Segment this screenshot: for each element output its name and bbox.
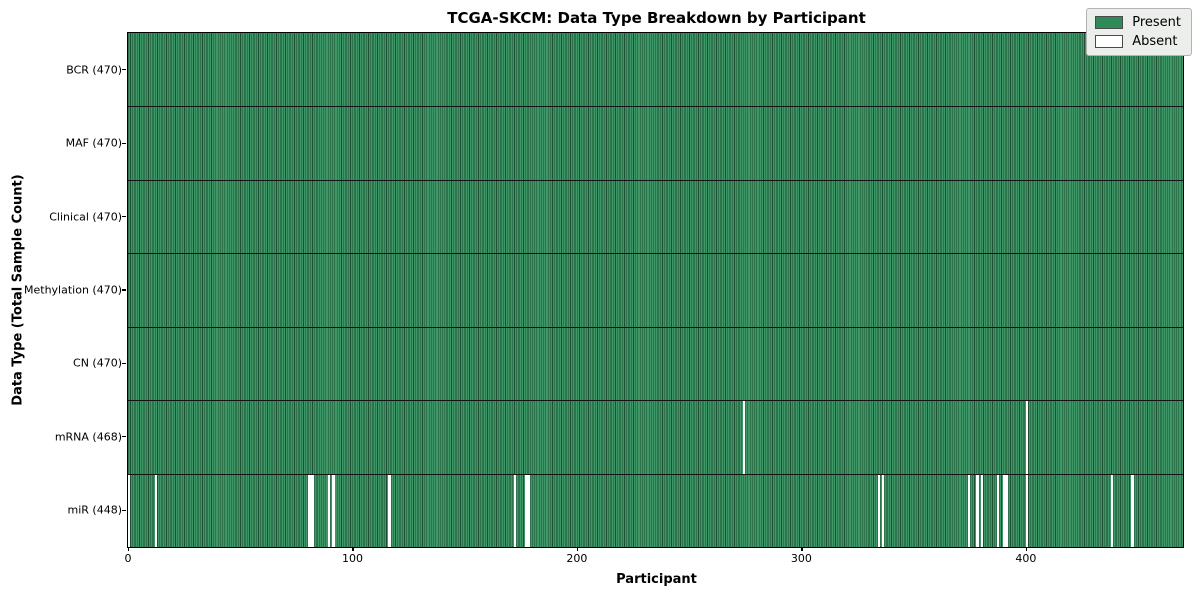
x-tick-mark [576, 547, 579, 551]
absent-gap [882, 473, 885, 547]
present-swatch-icon [1095, 16, 1124, 29]
absent-gap [525, 473, 530, 547]
y-tick-mark [122, 69, 126, 71]
x-tick-label-200: 200 [566, 552, 588, 565]
absent-gap [1025, 400, 1029, 474]
legend-label-absent: Absent [1132, 34, 1178, 49]
y-tick-mark [122, 362, 126, 365]
absent-swatch-icon [1095, 35, 1124, 48]
absent-gap [1003, 473, 1008, 547]
absent-gap [128, 473, 131, 547]
absent-gap [1131, 473, 1134, 547]
legend-item-present: Present [1095, 15, 1181, 30]
heatmap-row-maf [128, 106, 1183, 180]
absent-gap [1025, 473, 1029, 547]
y-tick-label-bcr: BCR (470) [66, 63, 122, 77]
legend-label-present: Present [1132, 15, 1181, 30]
row-separator [128, 253, 1183, 255]
x-axis-label: Participant [616, 572, 697, 587]
absent-gap [1111, 473, 1114, 547]
y-tick-label-mir: miR (448) [67, 503, 123, 517]
absent-gap [388, 473, 391, 547]
heatmap-row-mrna [128, 400, 1183, 474]
absent-gap [743, 400, 746, 474]
y-tick-label-methylation: Methylation (470) [24, 283, 122, 297]
row-separator [128, 106, 1183, 108]
y-tick-mark [122, 289, 126, 291]
y-axis-label: Data Type (Total Sample Count) [10, 174, 26, 406]
heatmap-row-cn [128, 326, 1183, 401]
y-tick-mark [122, 509, 126, 511]
row-separator [128, 179, 1183, 181]
heatmap-row-bcr [128, 33, 1183, 107]
y-tick-mark [122, 142, 126, 144]
heatmap-plot [128, 33, 1183, 547]
y-tick-label-clinical: Clinical (470) [49, 210, 122, 224]
x-tick-mark [128, 547, 130, 551]
y-tick-label-maf: MAF (470) [65, 136, 122, 150]
legend: Present Absent [1086, 8, 1192, 56]
absent-gap [980, 473, 984, 547]
x-tick-label-300: 300 [790, 552, 812, 565]
heatmap-row-clinical [128, 179, 1183, 254]
absent-gap [327, 473, 330, 547]
x-tick-label-100: 100 [341, 552, 363, 565]
row-separator [128, 473, 1183, 475]
heatmap-row-methylation [128, 253, 1183, 327]
row-separator [128, 326, 1183, 328]
row-separator [128, 400, 1183, 402]
absent-gap [996, 473, 999, 547]
y-tick-label-mrna: mRNA (468) [54, 430, 122, 444]
x-tick-mark [1025, 547, 1028, 551]
absent-gap [154, 473, 158, 547]
x-tick-mark [352, 547, 354, 551]
absent-gap [514, 473, 517, 547]
legend-item-absent: Absent [1095, 34, 1181, 49]
absent-gap [976, 473, 979, 547]
y-tick-mark [122, 436, 126, 438]
chart-title: TCGA-SKCM: Data Type Breakdown by Partic… [447, 9, 866, 27]
absent-gap [967, 473, 970, 547]
absent-gap [332, 473, 335, 547]
absent-gap [877, 473, 880, 547]
x-tick-mark [801, 547, 803, 551]
y-tick-label-cn: CN (470) [73, 356, 122, 370]
x-tick-label-0: 0 [124, 552, 132, 565]
x-tick-label-400: 400 [1015, 552, 1037, 565]
y-tick-mark [122, 215, 126, 218]
heatmap-row-mir [128, 473, 1183, 547]
absent-gap [307, 473, 315, 547]
